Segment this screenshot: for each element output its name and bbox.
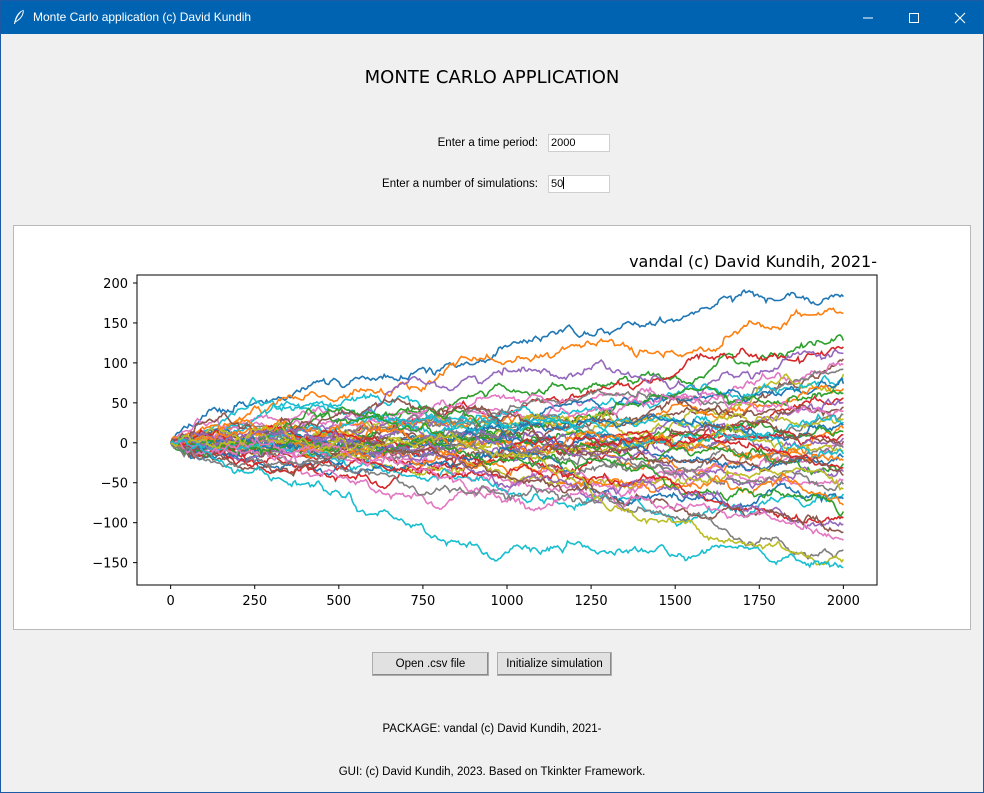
y-tick-label: −100: [92, 517, 128, 532]
series-line: [169, 434, 844, 534]
y-tick-label: 100: [103, 357, 128, 372]
minimize-icon: [863, 17, 873, 19]
series-line: [170, 427, 844, 530]
simulations-value: 50: [551, 178, 564, 190]
simulations-label: Enter a number of simulations:: [382, 178, 538, 190]
title-bar[interactable]: Monte Carlo application (c) David Kundih: [1, 1, 983, 34]
series-line: [169, 442, 844, 560]
minimize-button[interactable]: [845, 1, 891, 34]
x-tick-label: 250: [242, 594, 267, 609]
y-tick-label: −150: [92, 557, 128, 572]
monte-carlo-chart: vandal (c) David Kundih, 2021-0 250 500 750…: [92, 252, 878, 609]
x-tick-label: 500: [326, 594, 351, 609]
x-tick-label: 0: [166, 594, 174, 609]
package-credit: PACKAGE: vandal (c) David Kundih, 2021-: [382, 723, 602, 735]
simulations-input[interactable]: 50: [548, 175, 610, 193]
initialize-simulation-button[interactable]: Initialize simulation: [497, 652, 612, 676]
series-line: [170, 422, 845, 566]
plot-frame: vandal (c) David Kundih, 2021- 0 250 500 750…: [13, 225, 971, 630]
y-tick-label: 0: [120, 437, 128, 452]
window-title: Monte Carlo application (c) David Kundih: [33, 10, 252, 24]
maximize-icon: [909, 13, 919, 23]
series-line: [170, 334, 845, 449]
series-line: [170, 289, 844, 444]
x-tick-label: 2000: [827, 594, 860, 609]
close-button[interactable]: [937, 1, 983, 34]
open-csv-button[interactable]: Open .csv file: [372, 652, 489, 676]
series-line: [170, 438, 844, 569]
feather-icon: [14, 9, 24, 24]
chart-title: vandal (c) David Kundih, 2021-: [629, 252, 877, 271]
y-tick-label: 50: [111, 397, 128, 412]
time-period-input[interactable]: 2000: [548, 134, 610, 152]
x-tick-label: 750: [410, 594, 435, 609]
close-icon: [954, 12, 966, 24]
x-tick-label: 1250: [575, 594, 608, 609]
y-tick-label: 150: [103, 317, 128, 332]
x-tick-label: 1750: [743, 594, 776, 609]
x-tick-label: 1000: [490, 594, 523, 609]
text-cursor: [563, 177, 565, 189]
series-line: [170, 437, 845, 518]
series-line: [170, 412, 844, 450]
y-tick-label: −50: [101, 477, 128, 492]
x-tick-label: 1500: [659, 594, 692, 609]
time-period-label: Enter a time period:: [437, 137, 538, 149]
series-line: [170, 423, 844, 459]
page-title: MONTE CARLO APPLICATION: [364, 67, 620, 88]
gui-credit: GUI: (c) David Kundih, 2023. Based on Tk…: [338, 766, 646, 778]
series-line: [170, 397, 844, 477]
maximize-button[interactable]: [891, 1, 937, 34]
series-line: [170, 307, 844, 447]
series-line: [170, 437, 844, 511]
series-line: [170, 374, 844, 454]
series-line: [170, 413, 845, 459]
series-line: [170, 436, 844, 541]
y-tick-label: 200: [103, 277, 128, 292]
